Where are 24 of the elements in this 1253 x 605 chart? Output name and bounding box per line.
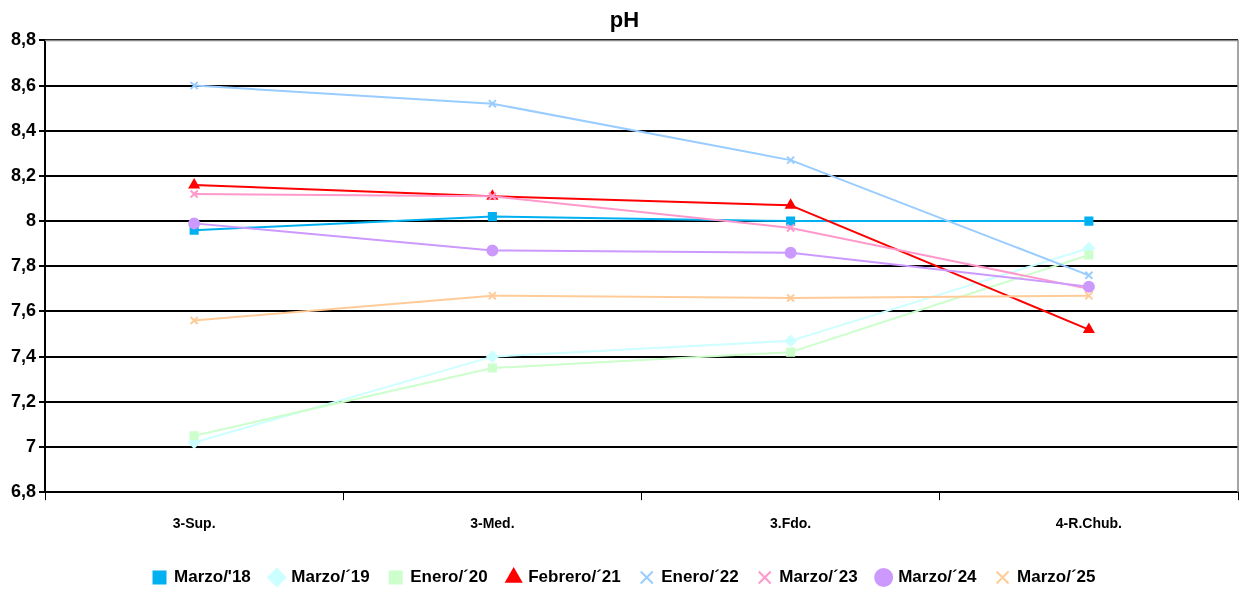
- legend-label: Enero/´22: [661, 567, 739, 587]
- y-tick-label: 8,6: [10, 74, 37, 95]
- y-tick-label: 8: [26, 210, 37, 231]
- y-tick-label: 8,2: [10, 164, 37, 185]
- chart-title: pH: [609, 7, 640, 33]
- legend-label: Marzo/'18: [174, 567, 251, 587]
- x-tick-label: 3-Sup.: [172, 515, 216, 532]
- y-tick-label: 7,4: [10, 345, 37, 366]
- y-tick-label: 7,2: [10, 390, 37, 411]
- legend-label: Enero/´20: [410, 567, 488, 587]
- y-tick-label: 7: [26, 435, 37, 456]
- y-tick-label: 8,4: [10, 119, 37, 140]
- legend-label: Marzo/´23: [779, 567, 858, 587]
- legend-label: Marzo/´24: [898, 567, 978, 587]
- x-tick-label: 4-R.Chub.: [1055, 515, 1122, 532]
- legend-label: Febrero/´21: [528, 567, 621, 587]
- x-tick-label: 3.Fdo.: [770, 515, 812, 532]
- x-tick-label: 3-Med.: [470, 515, 515, 532]
- y-tick-label: 6,8: [10, 481, 37, 502]
- y-tick-label: 7,6: [10, 300, 37, 321]
- y-tick-label: 7,8: [10, 255, 37, 276]
- y-tick-label: 8,8: [10, 29, 37, 50]
- legend-label: Marzo/´19: [291, 567, 370, 587]
- legend-label: Marzo/´25: [1017, 567, 1096, 587]
